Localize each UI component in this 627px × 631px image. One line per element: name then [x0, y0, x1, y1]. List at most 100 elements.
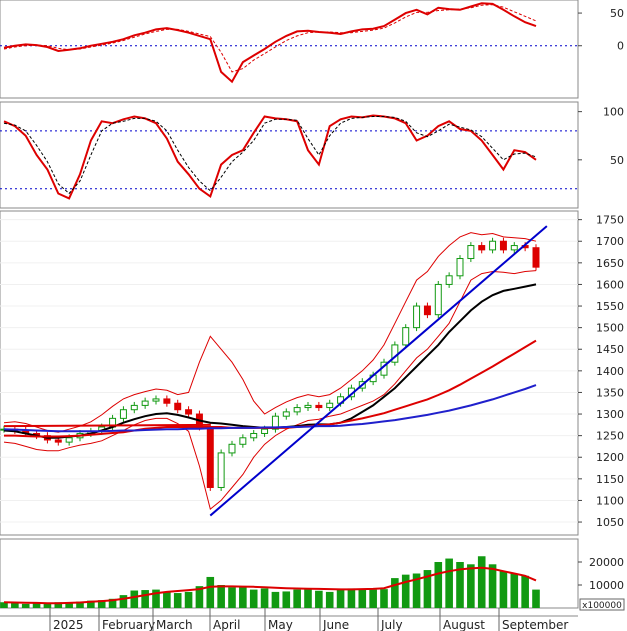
volume-bar — [467, 564, 475, 608]
volume-bar — [336, 589, 345, 608]
panel-macd — [0, 0, 579, 99]
volume-bar — [21, 603, 30, 608]
candle — [510, 245, 518, 251]
price-tick-label: 1050 — [596, 516, 624, 529]
candle — [271, 415, 279, 430]
candle — [282, 411, 290, 417]
volume-bar — [391, 578, 399, 608]
volume-unit-box — [579, 598, 625, 611]
volume-bar — [163, 591, 171, 608]
volume-bar — [217, 585, 225, 608]
price-tick-label: 1550 — [596, 300, 624, 313]
volume-bar — [11, 602, 19, 608]
volume-bar — [282, 591, 291, 608]
volume-bar — [532, 589, 540, 608]
panel-price — [0, 210, 579, 536]
volume-bar — [206, 576, 215, 608]
candle — [185, 409, 193, 415]
candle — [445, 275, 453, 285]
volume-average-line — [3, 566, 537, 605]
candle — [163, 398, 171, 404]
volume-bar — [315, 590, 323, 608]
stochastic-tick-label: 50 — [610, 154, 624, 167]
candle — [152, 398, 160, 402]
volume-bar — [510, 573, 519, 608]
x-axis-month-label: June — [322, 618, 349, 631]
candle — [315, 404, 323, 409]
candle — [413, 305, 421, 329]
candle — [65, 437, 73, 443]
volume-bar — [195, 586, 204, 608]
candle — [423, 305, 431, 316]
candle — [250, 432, 258, 439]
ma-long-line — [3, 384, 537, 433]
stochastic-signal-line — [3, 116, 537, 195]
volume-bar — [488, 564, 497, 608]
price-tick-label: 1300 — [596, 408, 624, 421]
volume-bar — [152, 589, 160, 608]
volume-bar — [184, 591, 193, 608]
price-tick-label: 1350 — [596, 386, 624, 399]
candle — [130, 404, 138, 411]
volume-bar — [401, 574, 410, 608]
volume-bar — [87, 600, 95, 608]
x-axis-month-label: 2025 — [53, 618, 84, 631]
candle — [467, 245, 475, 260]
volume-bar — [456, 562, 464, 608]
candle — [119, 409, 127, 419]
volume-bar — [260, 588, 269, 608]
price-tick-label: 1700 — [596, 235, 624, 248]
bollinger-lower-line — [3, 270, 537, 510]
candle — [434, 283, 442, 316]
volume-bar — [228, 587, 236, 608]
candle — [489, 240, 497, 251]
volume-bar — [65, 602, 73, 608]
trendline — [3, 423, 211, 428]
price-tick-label: 1750 — [596, 214, 624, 227]
candle — [261, 428, 269, 434]
volume-tick-label: 10000 — [589, 579, 624, 592]
candle — [228, 443, 236, 454]
trendline — [209, 225, 548, 517]
price-tick-label: 1150 — [596, 473, 624, 486]
volume-bar — [173, 593, 182, 608]
candle — [174, 402, 182, 411]
price-tick-label: 1500 — [596, 322, 624, 335]
volume-bar — [445, 558, 453, 608]
volume-bar — [325, 591, 334, 608]
candle — [478, 245, 486, 251]
price-tick-label: 1100 — [596, 494, 624, 507]
volume-bar — [76, 601, 84, 608]
x-axis-month-label: August — [443, 618, 485, 631]
volume-bar — [43, 603, 52, 608]
x-axis-month-label: February — [102, 618, 155, 631]
candle — [217, 452, 225, 488]
candle — [206, 426, 214, 488]
volume-bar — [347, 588, 356, 608]
candle — [402, 327, 410, 346]
volume-bar — [358, 589, 367, 608]
macd-signal-line — [3, 4, 537, 73]
candle — [293, 407, 301, 413]
price-tick-label: 1450 — [596, 343, 624, 356]
x-axis-month-label: May — [268, 618, 293, 631]
volume-unit-label: x100000 — [582, 601, 622, 611]
volume-bar — [477, 556, 486, 608]
volume-bar — [130, 590, 139, 608]
volume-bar — [293, 589, 301, 608]
volume-bar — [119, 595, 128, 608]
volume-bar — [0, 602, 8, 608]
stochastic-main-line — [3, 114, 537, 200]
volume-tick-label: 20000 — [589, 556, 624, 569]
volume-bar — [521, 575, 529, 608]
x-axis-month-label: September — [502, 618, 568, 631]
volume-bar — [97, 600, 106, 608]
volume-bar — [412, 573, 421, 608]
volume-bar — [239, 586, 247, 608]
candle — [326, 402, 334, 409]
price-tick-label: 1600 — [596, 278, 624, 291]
volume-bar — [32, 603, 41, 608]
candle — [54, 439, 62, 443]
volume-bar — [369, 589, 377, 608]
